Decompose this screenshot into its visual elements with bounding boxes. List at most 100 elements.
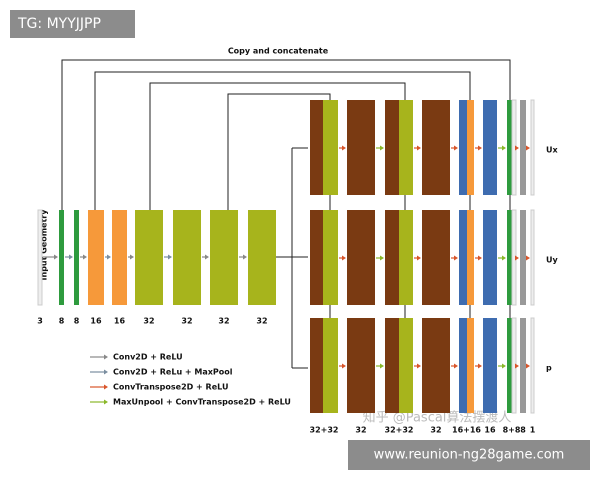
decoder-block — [323, 210, 338, 305]
arrow-head — [515, 255, 519, 261]
arrow-head — [454, 363, 458, 369]
badge: TG: MYYJJPP — [17, 16, 101, 32]
decoder-block — [530, 317, 535, 414]
decoder-block — [467, 100, 474, 195]
title: Copy and concatenate — [228, 47, 329, 56]
arrow-head — [205, 254, 209, 260]
arrow-head — [502, 255, 506, 261]
encoder-block — [37, 209, 43, 306]
encoder-block — [112, 210, 127, 305]
arrow-head — [54, 254, 58, 260]
arrow-head — [502, 145, 506, 151]
decoder-block — [347, 210, 375, 305]
decoder-block — [399, 318, 413, 413]
arrow-head — [342, 145, 346, 151]
decoder-block — [422, 210, 450, 305]
encoder-block — [59, 210, 64, 305]
encoder-channel: 32 — [218, 317, 229, 326]
decoder-channel: 32+32 — [385, 426, 414, 435]
decoder-block — [483, 318, 497, 413]
decoder-block — [459, 100, 467, 195]
arrow-head — [380, 363, 384, 369]
decoder-block — [467, 210, 474, 305]
arrow-head — [380, 145, 384, 151]
arrow-head — [243, 254, 247, 260]
decoder-channel: 16 — [484, 426, 496, 435]
decoder-channel: 16+16 — [452, 426, 481, 435]
arrow-head — [342, 363, 346, 369]
arrow-head — [104, 369, 108, 375]
decoder-block — [422, 318, 450, 413]
decoder-block — [347, 318, 375, 413]
arrow-head — [104, 384, 108, 390]
encoder-block — [173, 210, 201, 305]
decoder-channel: 32 — [355, 426, 366, 435]
encoder-block — [88, 210, 104, 305]
arrow-head — [168, 254, 172, 260]
decoder-block — [310, 210, 323, 305]
decoder-channel: 8+8 — [503, 426, 521, 435]
decoder-block — [507, 210, 512, 305]
arrow-head — [478, 145, 482, 151]
arrow-head — [526, 363, 530, 369]
decoder-block — [385, 100, 399, 195]
encoder-channel: 32 — [143, 317, 154, 326]
decoder-block — [483, 210, 497, 305]
encoder-block — [210, 210, 238, 305]
decoder-block — [310, 100, 323, 195]
arrow-head — [515, 363, 519, 369]
decoder-channel: 32+32 — [310, 426, 339, 435]
arrow-head — [417, 145, 421, 151]
arrow-head — [104, 399, 108, 405]
decoder-block — [422, 100, 450, 195]
legend-label: Conv2D + ReLu + MaxPool — [113, 368, 233, 377]
decoder-block — [530, 209, 535, 306]
decoder-block — [399, 210, 413, 305]
output-label: p — [546, 364, 552, 373]
arrow-head — [130, 254, 134, 260]
encoder-block — [135, 210, 163, 305]
decoder-block — [385, 210, 399, 305]
arrow-head — [515, 145, 519, 151]
decoder-block — [507, 318, 512, 413]
legend-label: Conv2D + ReLU — [113, 353, 183, 362]
arrow-head — [478, 255, 482, 261]
decoder-channel: 8 — [520, 426, 526, 435]
decoder-block — [323, 318, 338, 413]
decoder-block — [459, 210, 467, 305]
encoder-block — [248, 210, 276, 305]
arrow-head — [69, 254, 73, 260]
arrow-head — [417, 255, 421, 261]
decoder-channel: 1 — [530, 426, 536, 435]
decoder-block — [385, 318, 399, 413]
decoder-block — [467, 318, 474, 413]
arrow-head — [104, 354, 108, 360]
decoder-block — [483, 100, 497, 195]
decoder-block — [520, 318, 526, 413]
legend-label: ConvTranspose2D + ReLU — [113, 383, 228, 392]
encoder-channel: 8 — [74, 317, 80, 326]
footer: www.reunion-ng28game.com — [374, 448, 565, 463]
encoder-channel: 32 — [181, 317, 192, 326]
encoder-channel: 16 — [90, 317, 102, 326]
encoder-channel: 32 — [256, 317, 267, 326]
arrow-head — [417, 363, 421, 369]
output-label: Ux — [546, 146, 558, 155]
decoder-block — [459, 318, 467, 413]
input-label: Input Geometry — [40, 209, 49, 281]
legend-label: MaxUnpool + ConvTranspose2D + ReLU — [113, 398, 291, 407]
arrow-head — [502, 363, 506, 369]
arrow-head — [454, 145, 458, 151]
encoder-channel: 16 — [114, 317, 126, 326]
arrow-head — [83, 254, 87, 260]
output-label: Uy — [546, 256, 558, 265]
arrow-head — [380, 255, 384, 261]
decoder-block — [399, 100, 413, 195]
watermark: 知乎 @Pascal算法摆渡人 — [363, 410, 512, 426]
decoder-channel: 32 — [430, 426, 441, 435]
decoder-block — [323, 100, 338, 195]
arrow-head — [526, 255, 530, 261]
arrow-head — [478, 363, 482, 369]
arrow-head — [526, 145, 530, 151]
